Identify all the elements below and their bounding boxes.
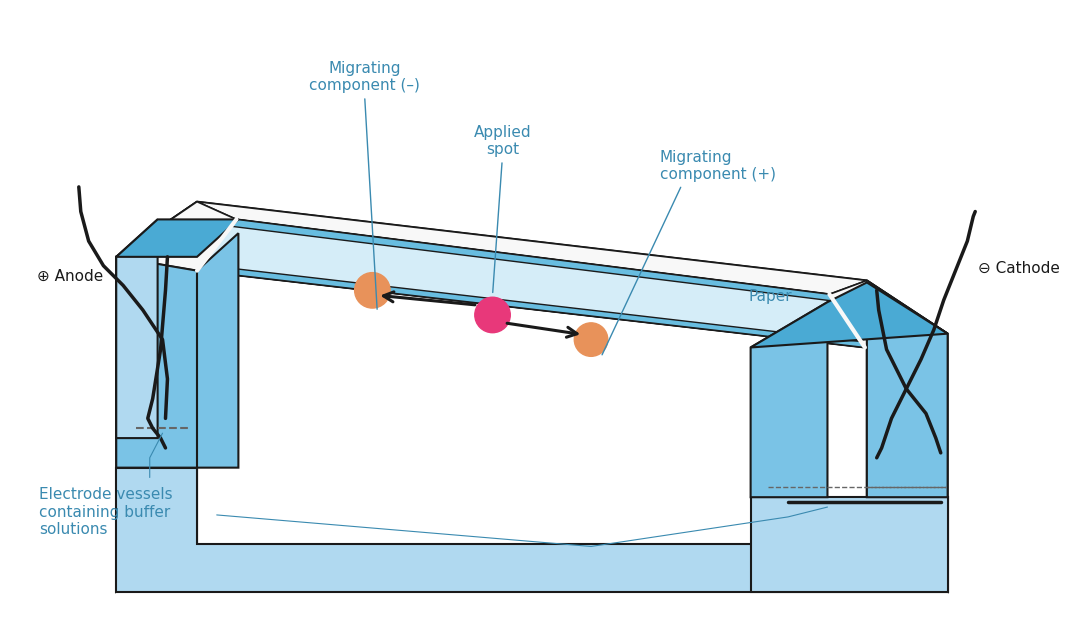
Polygon shape <box>116 202 948 334</box>
Polygon shape <box>750 282 948 348</box>
Polygon shape <box>866 282 948 498</box>
Text: Paper: Paper <box>748 289 792 304</box>
Polygon shape <box>116 202 236 271</box>
Polygon shape <box>866 281 948 592</box>
Circle shape <box>355 272 390 308</box>
Polygon shape <box>197 265 865 348</box>
Text: Migrating
component (–): Migrating component (–) <box>309 61 420 309</box>
Circle shape <box>574 323 607 356</box>
Polygon shape <box>197 233 239 468</box>
Polygon shape <box>116 257 948 348</box>
Text: Electrode vessels
containing buffer
solutions: Electrode vessels containing buffer solu… <box>40 488 173 537</box>
Polygon shape <box>750 498 948 592</box>
Polygon shape <box>197 219 865 348</box>
Polygon shape <box>231 219 834 301</box>
Polygon shape <box>116 219 158 438</box>
Text: ⊕ Anode: ⊕ Anode <box>38 269 103 284</box>
Polygon shape <box>116 219 239 257</box>
Polygon shape <box>750 302 828 498</box>
Polygon shape <box>116 468 948 592</box>
Polygon shape <box>830 281 948 348</box>
Text: Applied
spot: Applied spot <box>474 125 531 292</box>
Polygon shape <box>116 544 948 592</box>
Text: Migrating
component (+): Migrating component (+) <box>602 149 776 355</box>
Polygon shape <box>116 202 197 592</box>
Polygon shape <box>197 202 866 294</box>
Polygon shape <box>116 257 197 468</box>
Text: ⊖ Cathode: ⊖ Cathode <box>978 261 1060 276</box>
Circle shape <box>475 298 511 332</box>
